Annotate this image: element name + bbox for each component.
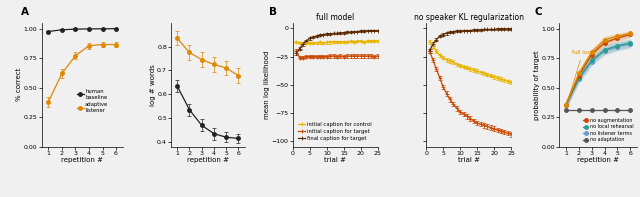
Text: B: B xyxy=(269,7,277,17)
X-axis label: repetition #: repetition # xyxy=(187,157,229,163)
Title: full model: full model xyxy=(316,13,355,22)
Text: A: A xyxy=(21,7,29,17)
Y-axis label: mean log likelihood: mean log likelihood xyxy=(264,50,270,119)
Legend: human
baseline, adaptive
listener: human baseline, adaptive listener xyxy=(75,87,111,115)
Text: full loss: full loss xyxy=(567,50,593,101)
X-axis label: repetition #: repetition # xyxy=(577,157,619,163)
Text: C: C xyxy=(534,7,542,17)
X-axis label: repetition #: repetition # xyxy=(61,157,103,163)
Title: no speaker KL regularization: no speaker KL regularization xyxy=(413,13,524,22)
Y-axis label: % correct: % correct xyxy=(16,68,22,101)
Legend: no augmentation, no local rehearsal, no listener terms, no adaptation: no augmentation, no local rehearsal, no … xyxy=(581,116,635,144)
Legend: initial caption for control, initial caption for target, final caption for targe: initial caption for control, initial cap… xyxy=(296,119,374,143)
X-axis label: trial #: trial # xyxy=(324,157,346,163)
Y-axis label: log # words: log # words xyxy=(150,64,156,106)
X-axis label: trial #: trial # xyxy=(458,157,479,163)
Y-axis label: probability of target: probability of target xyxy=(534,50,540,120)
